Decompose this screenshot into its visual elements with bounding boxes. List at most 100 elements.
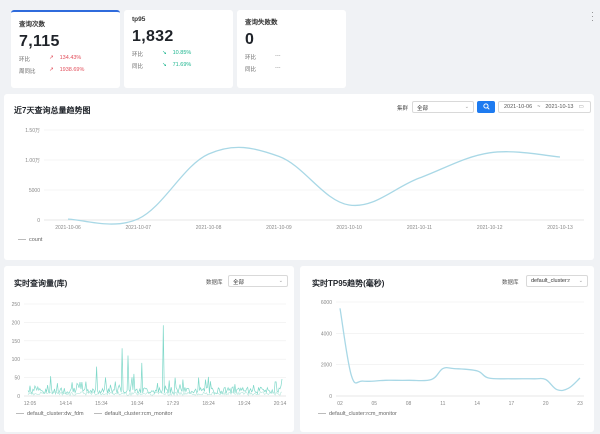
database-select[interactable]: 全部 ⌄ — [228, 275, 288, 287]
legend-item-rcm-monitor[interactable]: default_cluster:rcm_monitor — [318, 411, 397, 417]
series-line-count — [67, 146, 561, 225]
database-label: 数据库 — [502, 280, 519, 286]
date-range-picker[interactable]: 2021-10-06 ~ 2021-10-13 ▭ — [498, 101, 591, 113]
stat-row-value: 134.43% — [59, 55, 82, 61]
x-tick-label: 2021-10-09 — [266, 225, 292, 231]
trend-chart: 0 5000 1.00万 1.50万 2021-10-06 2021-10-07 2021… — [25, 128, 584, 231]
x-tick-label: 16:34 — [131, 401, 144, 407]
stat-row: 环比 ↘ 10.85% — [132, 50, 225, 58]
y-tick-label: 200 — [12, 320, 21, 326]
stat-label: 查询失败数 — [245, 19, 278, 26]
x-tick-label: 2021-10-08 — [196, 225, 222, 231]
legend-swatch — [318, 413, 326, 415]
trend-down-icon: ↘ — [162, 50, 167, 56]
series-line-dw-fdm — [27, 325, 283, 396]
chevron-down-icon: ⌄ — [578, 278, 583, 284]
stat-card-failed-queries[interactable]: 查询失败数 0 环比 --- 同比 --- — [237, 10, 346, 88]
stat-row: 同比 ↘ 71.69% — [132, 62, 225, 70]
x-tick-label: 12:05 — [24, 401, 37, 407]
x-tick-label: 19:24 — [238, 401, 251, 407]
x-tick-label: 2021-10-11 — [407, 225, 432, 231]
stat-value: 7,115 — [19, 33, 60, 50]
x-tick-label: 23 — [577, 401, 583, 407]
stat-card-query-count[interactable]: 查询次数 7,115 环比 ↗ 134.43% 周同比 ↗ 1938.69% — [11, 10, 120, 88]
x-tick-label: 17 — [509, 401, 515, 407]
y-tick-label: 1.00万 — [25, 158, 40, 164]
chevron-down-icon: ⌄ — [278, 278, 283, 284]
trend-down-icon: ↘ — [162, 62, 167, 68]
stat-row: 同比 --- — [245, 65, 338, 73]
legend-item-rcm-monitor[interactable]: default_cluster:rcm_monitor — [93, 411, 173, 417]
y-tick-label: 0 — [37, 218, 40, 224]
stat-row-value: 71.69% — [172, 62, 192, 68]
realtime-query-card: 实时查询量(库) 数据库 全部 ⌄ 0 50 100 150 200 250 12:05 1… — [4, 266, 294, 432]
legend-item-count[interactable]: count — [18, 237, 42, 243]
calendar-icon: ▭ — [578, 104, 584, 110]
legend-label: default_cluster:rcm_monitor — [329, 411, 397, 417]
stat-row-label: 环比 — [132, 52, 144, 58]
x-tick-label: 11 — [440, 401, 445, 407]
search-button[interactable] — [477, 101, 495, 113]
chevron-down-icon: ⌄ — [464, 104, 469, 110]
tp95-trend-card: 实时TP95趋势(毫秒) 数据库 default_cluster:r ⌄ 0 20… — [300, 266, 594, 432]
database-label: 数据库 — [206, 280, 223, 286]
stat-row: 环比 ↗ 134.43% — [19, 55, 112, 63]
x-tick-label: 20 — [543, 401, 549, 407]
more-menu-icon[interactable]: · · · — [591, 7, 594, 25]
stat-row-label: 周同比 — [19, 69, 36, 75]
x-tick-label: 2021-10-13 — [547, 225, 573, 231]
y-tick-label: 0 — [329, 394, 332, 400]
cluster-label: 集群 — [397, 106, 409, 112]
trend-title: 近7天查询总量趋势图 — [14, 106, 91, 115]
stat-row-label: 环比 — [19, 57, 31, 63]
x-tick-label: 05 — [372, 401, 378, 407]
search-icon — [482, 103, 490, 110]
y-tick-label: 250 — [12, 302, 21, 308]
legend-label: default_cluster:rcm_monitor — [104, 411, 173, 417]
realtime-title: 实时查询量(库) — [14, 279, 68, 288]
y-tick-label: 50 — [14, 376, 20, 382]
tp95-legend[interactable]: default_cluster:rcm_monitor — [318, 411, 397, 417]
database-select-value: default_cluster:r — [531, 278, 571, 284]
stat-value: 0 — [245, 31, 255, 48]
legend-item-dw-fdm[interactable]: default_cluster:dw_fdm — [16, 411, 84, 417]
x-tick-label: 15:34 — [95, 401, 108, 407]
legend-swatch — [93, 413, 102, 415]
x-tick-label: 08 — [406, 401, 412, 407]
stat-row-label: 同比 — [245, 67, 257, 73]
stat-card-tp95[interactable]: tp95 1,832 环比 ↘ 10.85% 同比 ↘ 71.69% — [124, 10, 233, 88]
x-tick-label: 2021-10-10 — [336, 225, 362, 231]
legend-swatch — [18, 239, 26, 241]
legend-label: default_cluster:dw_fdm — [27, 411, 84, 417]
x-tick-label: 18:24 — [202, 401, 215, 407]
database-select[interactable]: default_cluster:r ⌄ — [526, 275, 588, 287]
x-tick-label: 14 — [474, 401, 480, 407]
date-to: 2021-10-13 — [545, 104, 574, 110]
cluster-select-value: 全部 — [417, 106, 429, 112]
x-tick-label: 20:14 — [274, 401, 287, 407]
cluster-select[interactable]: 全部 ⌄ — [412, 101, 474, 113]
stat-row: 周同比 ↗ 1938.69% — [19, 67, 112, 75]
trend-legend[interactable]: count — [18, 237, 42, 243]
stat-row-value: 1938.69% — [59, 67, 85, 73]
stat-row-label: 环比 — [245, 55, 257, 61]
trend-up-icon: ↗ — [49, 67, 54, 73]
x-tick-label: 17:29 — [167, 401, 180, 407]
realtime-chart: 0 50 100 150 200 250 12:05 14:14 15:34 16:34 17:2… — [12, 302, 287, 407]
stat-row-value: --- — [275, 53, 281, 59]
y-tick-label: 2000 — [321, 363, 332, 369]
y-tick-label: 4000 — [321, 331, 332, 337]
trend-card: 近7天查询总量趋势图 集群 全部 ⌄ 2021-10-06 ~ 2021-10-… — [4, 94, 594, 260]
legend-label: count — [29, 237, 43, 243]
tp95-chart: 0 2000 4000 6000 02 05 08 11 14 17 20 23 — [321, 300, 584, 407]
date-from: 2021-10-06 — [504, 104, 533, 110]
series-line-rcm-monitor — [339, 308, 581, 392]
realtime-legend[interactable]: default_cluster:dw_fdm default_cluster:r… — [16, 411, 172, 417]
date-separator: ~ — [537, 104, 541, 110]
trend-up-icon: ↗ — [49, 55, 54, 61]
series-line-rcm-monitor — [27, 390, 283, 397]
y-tick-label: 0 — [17, 394, 20, 400]
stat-value: 1,832 — [132, 28, 174, 45]
stat-row: 环比 --- — [245, 53, 338, 61]
database-select-value: 全部 — [233, 280, 245, 286]
